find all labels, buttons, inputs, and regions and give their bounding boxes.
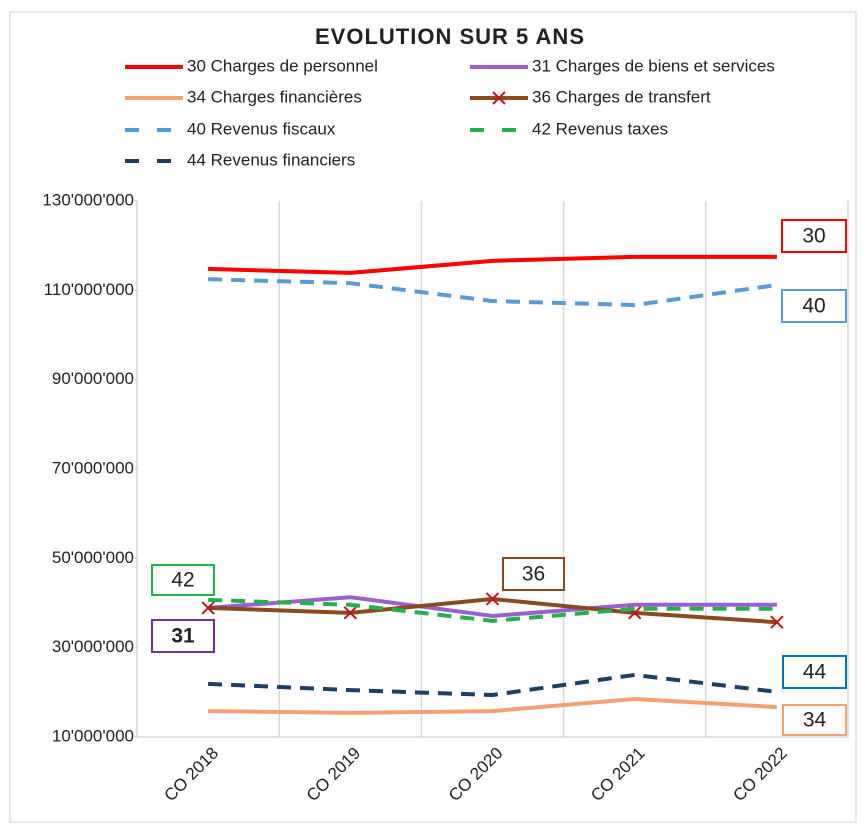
legend-label: 30 Charges de personnel	[187, 56, 378, 75]
annotation-text: 40	[802, 295, 825, 318]
series-line	[208, 672, 778, 698]
series-marker	[485, 592, 500, 606]
annotation-text: 36	[522, 563, 545, 586]
legend-label: 40 Revenus fiscaux	[187, 119, 336, 138]
series-marker	[343, 606, 358, 620]
legend-label: 42 Revenus taxes	[532, 119, 668, 138]
legend-label: 34 Charges financières	[187, 87, 362, 106]
series-line	[208, 254, 777, 275]
y-tick-label: 10'000'000	[52, 726, 134, 745]
series-line	[207, 595, 777, 618]
legend-label: 44 Revenus financiers	[187, 150, 355, 169]
annotation-box	[782, 704, 847, 736]
y-tick-label: 130'000'000	[42, 190, 134, 209]
chart-border	[9, 11, 857, 823]
annotation-box	[502, 557, 565, 591]
legend-label: 31 Charges de biens et services	[532, 56, 775, 75]
annotation-box	[151, 564, 215, 596]
annotation-box	[781, 219, 847, 253]
series-marker	[201, 601, 215, 615]
series-line	[208, 597, 777, 623]
legend-label: 36 Charges de transfert	[532, 87, 711, 106]
y-tick-label: 90'000'000	[52, 369, 134, 388]
annotation-box	[151, 619, 215, 653]
y-tick-label: 30'000'000	[52, 637, 134, 656]
annotation-box	[781, 289, 847, 323]
y-tick-label: 70'000'000	[52, 458, 134, 477]
annotation-text: 42	[171, 569, 194, 592]
annotation-box	[782, 655, 847, 689]
series-marker	[770, 615, 784, 629]
annotation-text: 31	[171, 625, 195, 648]
series-line	[208, 277, 778, 308]
y-tick-label: 50'000'000	[52, 548, 134, 567]
chart-title: EVOLUTION SUR 5 ANS	[315, 24, 585, 49]
annotation-text: 34	[803, 709, 827, 732]
y-tick-label: 110'000'000	[44, 280, 134, 299]
annotation-text: 44	[803, 661, 827, 684]
annotation-text: 30	[802, 225, 825, 248]
legend-marker	[492, 91, 506, 105]
series-line	[208, 697, 778, 715]
